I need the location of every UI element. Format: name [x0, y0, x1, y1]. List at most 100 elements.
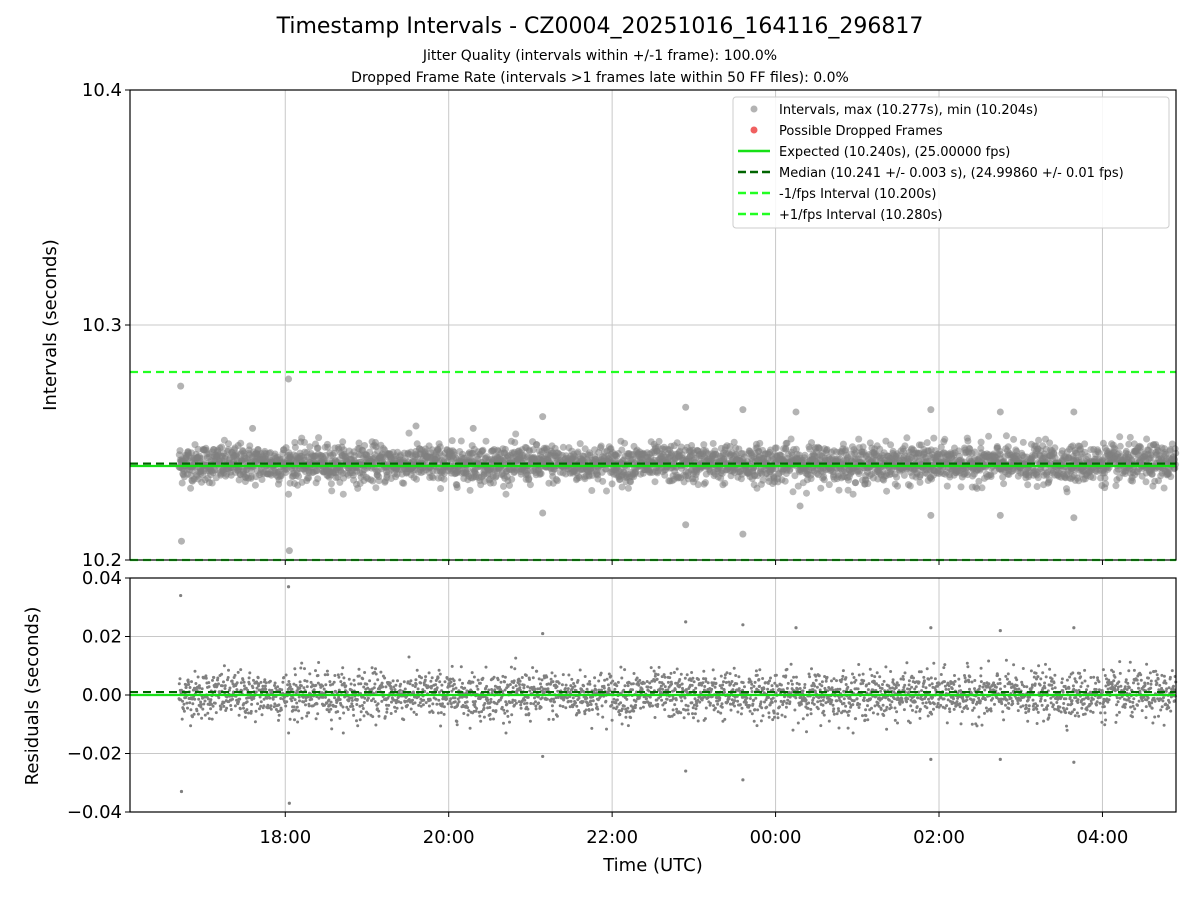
residual-point: [353, 683, 357, 687]
residual-point: [697, 678, 700, 681]
residual-point: [190, 680, 193, 684]
residual-point: [533, 696, 536, 700]
interval-point: [501, 445, 509, 453]
interval-point: [490, 479, 497, 487]
interval-point: [977, 438, 985, 446]
interval-point: [305, 474, 313, 482]
residual-point: [436, 711, 440, 715]
residual-point: [424, 701, 428, 705]
residual-point: [363, 696, 367, 700]
residual-point: [285, 700, 289, 704]
residual-point: [238, 697, 242, 701]
residual-point: [376, 702, 380, 706]
residual-point: [264, 687, 268, 691]
residual-point: [454, 686, 458, 690]
residual-point: [193, 669, 197, 673]
interval-point: [178, 479, 186, 487]
residual-point: [578, 668, 582, 672]
residual-point: [522, 683, 526, 687]
residual-point: [434, 697, 438, 701]
residual-point: [653, 716, 657, 719]
residual-point: [661, 687, 664, 691]
residual-point: [419, 681, 423, 685]
residual-point: [703, 717, 707, 721]
residual-point: [557, 681, 561, 685]
residual-point: [222, 680, 225, 684]
residual-point: [242, 706, 245, 710]
residual-point: [645, 697, 648, 701]
residual-point: [349, 682, 353, 686]
interval-point: [597, 442, 605, 450]
residual-point: [524, 674, 528, 677]
residual-point: [412, 710, 416, 714]
interval-point: [835, 486, 843, 494]
residual-point: [239, 668, 243, 672]
residual-point: [260, 713, 264, 717]
interval-outlier-point: [285, 547, 293, 555]
interval-point: [369, 477, 377, 485]
residual-point: [421, 703, 425, 707]
residual-point: [351, 704, 355, 708]
interval-point: [1126, 433, 1134, 441]
residual-point: [298, 680, 302, 684]
residual-point: [327, 698, 331, 702]
residual-point: [534, 700, 537, 704]
residual-point: [666, 688, 670, 692]
residual-point: [708, 701, 712, 705]
residual-point: [315, 702, 319, 706]
interval-point: [400, 479, 408, 487]
residual-point: [539, 705, 543, 709]
residual-point: [321, 684, 325, 688]
interval-point: [576, 440, 584, 448]
residual-point: [403, 687, 407, 691]
residual-point: [703, 685, 707, 688]
interval-point: [198, 455, 206, 463]
interval-point: [1010, 435, 1018, 443]
residual-point: [235, 688, 239, 692]
residual-point: [582, 684, 586, 688]
residual-point: [690, 671, 694, 674]
residual-point: [571, 696, 575, 700]
residual-point: [236, 670, 240, 674]
residual-point: [326, 673, 330, 677]
residual-point: [341, 705, 345, 709]
residual-point: [191, 715, 194, 719]
residual-point: [220, 672, 224, 676]
residual-point: [680, 682, 684, 686]
residual-point: [698, 700, 702, 704]
residual-point: [254, 690, 258, 694]
residual-point: [210, 717, 214, 721]
residual-point: [620, 676, 624, 680]
residual-point: [316, 712, 320, 716]
residual-point: [629, 716, 633, 720]
interval-point: [883, 487, 891, 495]
residual-point: [455, 723, 459, 727]
residual-point: [673, 688, 677, 692]
residual-point: [535, 669, 539, 673]
residual-point: [328, 680, 332, 684]
residual-point: [252, 696, 256, 700]
residual-point: [631, 682, 635, 686]
residual-point: [605, 727, 608, 731]
residual-point: [564, 683, 568, 687]
interval-point: [258, 476, 266, 483]
interval-point: [502, 490, 510, 498]
residual-point: [438, 672, 442, 676]
interval-point: [574, 448, 582, 456]
residual-point: [310, 697, 314, 701]
interval-point: [575, 474, 583, 482]
residual-point: [637, 683, 641, 687]
residual-point: [229, 704, 233, 707]
residual-point: [185, 701, 189, 705]
residual-point: [402, 680, 406, 684]
residual-point: [233, 704, 237, 708]
residual-point: [206, 697, 210, 701]
residual-point: [374, 667, 377, 671]
residual-point: [503, 711, 507, 715]
residual-point: [390, 700, 393, 704]
interval-point: [324, 443, 332, 451]
residuals-panel: −0.04−0.020.000.020.04 18:00 20:00 22:00 00…: [22, 568, 1178, 876]
residual-point: [200, 687, 204, 691]
residual-point: [553, 674, 557, 678]
residual-point: [279, 708, 283, 712]
